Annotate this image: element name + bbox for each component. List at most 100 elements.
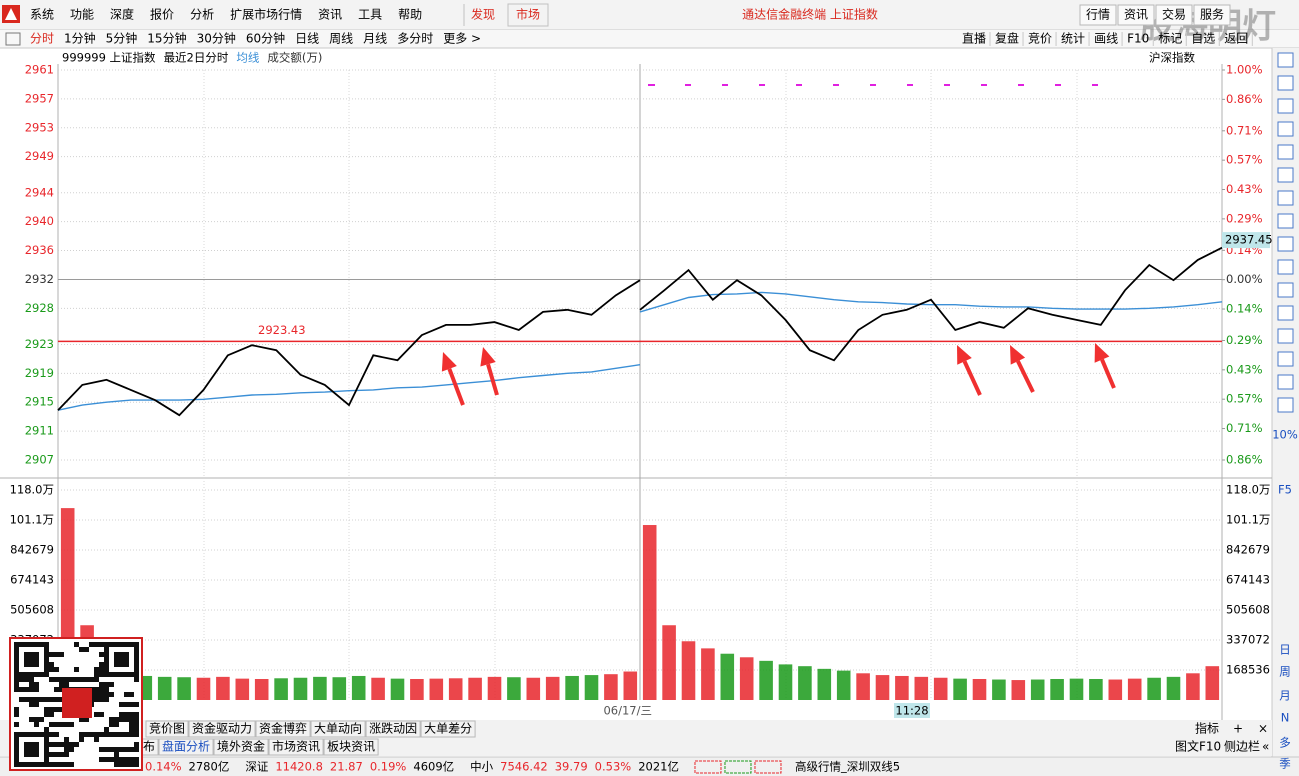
bottom-tab[interactable]: 资金博弈 xyxy=(259,721,307,736)
annotation-arrow-head xyxy=(480,347,496,367)
pane-control[interactable]: 侧边栏 xyxy=(1224,739,1260,754)
period-tab[interactable]: 分时 xyxy=(30,32,54,46)
side-icon[interactable] xyxy=(1277,328,1294,344)
period-tab[interactable]: 15分钟 xyxy=(147,31,186,46)
menu-item[interactable]: 深度 xyxy=(110,7,134,22)
side-icon[interactable] xyxy=(1277,98,1294,114)
pane-control[interactable]: « xyxy=(1262,740,1269,754)
side-icon[interactable] xyxy=(1277,213,1294,229)
side-icon[interactable] xyxy=(1277,397,1294,413)
qr-module xyxy=(34,752,39,757)
qr-module xyxy=(44,657,49,662)
side-icon[interactable] xyxy=(1277,236,1294,252)
period-tab[interactable]: 日线 xyxy=(295,32,319,46)
period-tab[interactable]: 30分钟 xyxy=(197,31,236,46)
menu-button[interactable]: 服务 xyxy=(1200,7,1224,22)
volume-bar xyxy=(274,678,288,700)
side-tool[interactable]: N xyxy=(1281,711,1290,725)
side-icon[interactable] xyxy=(1277,259,1294,275)
qr-module xyxy=(29,752,34,757)
tool-button[interactable]: 竞价 xyxy=(1028,32,1052,46)
qr-module xyxy=(54,722,59,727)
bottom-tab[interactable]: 涨跌动因 xyxy=(369,721,417,736)
bottom-tab[interactable]: 大单差分 xyxy=(424,722,472,736)
qr-module xyxy=(24,687,29,692)
menu-button[interactable]: 交易 xyxy=(1162,7,1186,22)
period-tab[interactable]: 60分钟 xyxy=(246,31,285,46)
qr-module xyxy=(19,672,24,677)
menu-item[interactable]: 功能 xyxy=(70,8,94,22)
pane-control[interactable]: + xyxy=(1233,722,1243,736)
side-tool[interactable]: 日 xyxy=(1279,643,1291,657)
side-icon[interactable] xyxy=(1277,144,1294,160)
side-icon[interactable] xyxy=(1277,351,1294,367)
qr-module xyxy=(44,727,49,732)
period-tab[interactable]: 多分时 xyxy=(397,32,433,46)
menu-item[interactable]: 分析 xyxy=(190,8,214,22)
qr-module xyxy=(124,657,129,662)
tool-button[interactable]: 返回 xyxy=(1224,32,1248,46)
bottom-tab[interactable]: 盘面分析 xyxy=(162,739,210,754)
qr-module xyxy=(44,752,49,757)
menu-button[interactable]: 行情 xyxy=(1086,8,1110,22)
side-icon[interactable] xyxy=(1277,167,1294,183)
pane-control[interactable]: 图文F10 xyxy=(1175,739,1221,754)
bottom-tab[interactable]: 竞价图 xyxy=(149,722,185,736)
bottom-tab[interactable]: 板块资讯 xyxy=(327,740,375,754)
bottom-tab[interactable]: 大单动向 xyxy=(314,721,362,736)
period-tab[interactable]: 1分钟 xyxy=(64,31,96,46)
volume-bar xyxy=(681,641,696,700)
menu-button[interactable]: 资讯 xyxy=(1124,8,1148,22)
side-tool[interactable]: 季 xyxy=(1279,757,1291,771)
toolbar-toggle[interactable] xyxy=(5,32,21,46)
side-icon[interactable] xyxy=(1277,282,1294,298)
menu-item[interactable]: 报价 xyxy=(150,7,174,22)
tool-button[interactable]: F10 xyxy=(1127,32,1149,46)
menu-item[interactable]: 资讯 xyxy=(318,8,342,22)
side-icon[interactable] xyxy=(1277,121,1294,137)
bottom-tab[interactable]: 资金驱动力 xyxy=(192,721,252,736)
side-tool[interactable]: 周 xyxy=(1279,665,1291,679)
qr-module xyxy=(24,747,29,752)
period-tab[interactable]: 更多 > xyxy=(443,32,481,46)
qr-module xyxy=(124,692,129,697)
tool-button[interactable]: 统计 xyxy=(1061,32,1085,46)
side-icon[interactable] xyxy=(1277,374,1294,390)
period-tab[interactable]: 5分钟 xyxy=(106,31,138,46)
side-tool[interactable]: 多 xyxy=(1279,736,1291,750)
side-tool[interactable]: 10% xyxy=(1272,428,1298,442)
tool-button[interactable]: 直播 xyxy=(962,32,986,46)
market-tab[interactable]: 市场 xyxy=(516,7,540,22)
bottom-tab[interactable]: 境外资金 xyxy=(217,739,265,754)
qr-module xyxy=(49,742,54,747)
qr-module xyxy=(49,712,54,717)
period-tab[interactable]: 月线 xyxy=(363,32,387,46)
qr-module xyxy=(84,732,89,737)
side-icon[interactable] xyxy=(1277,52,1294,68)
side-tool[interactable]: F5 xyxy=(1278,483,1292,497)
tool-button[interactable]: 自选 xyxy=(1191,32,1215,46)
period-tab[interactable]: 周线 xyxy=(329,32,353,46)
qr-module xyxy=(64,762,69,767)
side-icon[interactable] xyxy=(1277,75,1294,91)
menu-item[interactable]: 工具 xyxy=(358,8,382,22)
qr-module xyxy=(64,737,69,742)
qr-module xyxy=(24,742,29,747)
bottom-tab[interactable]: 布 xyxy=(143,740,155,754)
pane-control[interactable]: × xyxy=(1258,722,1268,736)
menu-item[interactable]: 系统 xyxy=(30,8,54,22)
menu-item[interactable]: 扩展市场行情 xyxy=(230,7,302,22)
menu-item[interactable]: 帮助 xyxy=(398,8,422,22)
tool-button[interactable]: 标记 xyxy=(1158,32,1182,46)
discover-tab[interactable]: 发现 xyxy=(471,7,495,22)
qr-module xyxy=(94,692,99,697)
qr-module xyxy=(109,642,114,647)
bottom-tab[interactable]: 市场资讯 xyxy=(272,739,320,754)
qr-module xyxy=(109,717,114,722)
tool-button[interactable]: 画线 xyxy=(1094,32,1118,46)
tool-button[interactable]: 复盘 xyxy=(995,31,1019,46)
pane-control[interactable]: 指标 xyxy=(1195,721,1219,736)
side-icon[interactable] xyxy=(1277,305,1294,321)
side-tool[interactable]: 月 xyxy=(1279,689,1291,703)
side-icon[interactable] xyxy=(1277,190,1294,206)
